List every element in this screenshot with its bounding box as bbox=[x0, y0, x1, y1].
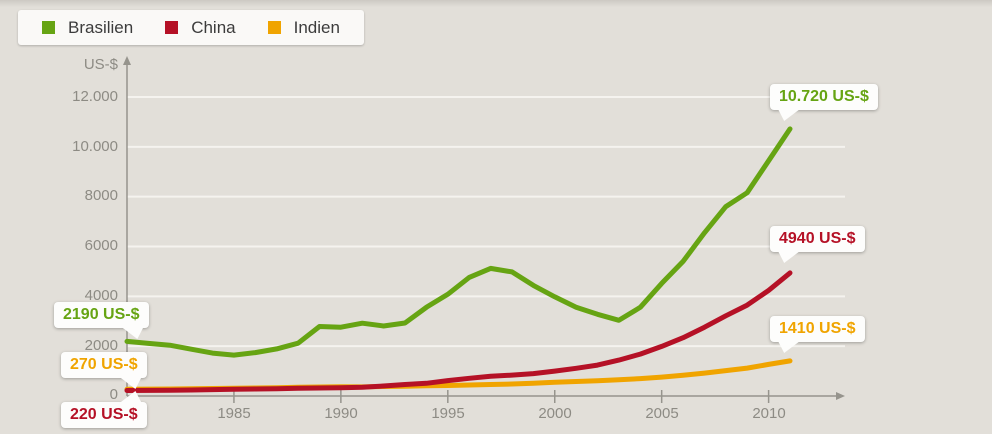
callout-label: 270 US-$ bbox=[70, 356, 138, 373]
x-tick-label: 2000 bbox=[538, 405, 572, 422]
callout-brasilien-end: 10.720 US-$ bbox=[770, 84, 878, 121]
legend-item-brasilien[interactable]: Brasilien bbox=[42, 18, 133, 38]
x-tick-label: 2010 bbox=[752, 405, 786, 422]
y-tick-label: 0 bbox=[109, 386, 118, 403]
legend-swatch-indien bbox=[267, 21, 281, 34]
callout-label: 10.720 US-$ bbox=[779, 88, 869, 105]
callout-china-end: 4940 US-$ bbox=[770, 226, 865, 263]
x-tick-label: 1995 bbox=[431, 405, 465, 422]
y-tick-label: 8000 bbox=[84, 187, 118, 204]
callout-label: 2190 US-$ bbox=[63, 306, 140, 323]
legend-item-indien[interactable]: Indien bbox=[267, 17, 340, 38]
legend: Brasilien China Indien bbox=[18, 10, 364, 45]
series-line-indien bbox=[124, 358, 793, 392]
callout-label: 1410 US-$ bbox=[779, 320, 856, 337]
y-axis-title: US-$ bbox=[83, 56, 118, 73]
y-tick-label: 2000 bbox=[84, 337, 118, 354]
x-tick-label: 1985 bbox=[217, 405, 251, 422]
legend-item-china[interactable]: China bbox=[165, 17, 236, 38]
x-tick-label: 2005 bbox=[645, 405, 679, 422]
callout-china-start: 220 US-$ bbox=[61, 391, 147, 428]
y-tick-label: 12.000 bbox=[72, 88, 118, 105]
legend-swatch-brasilien bbox=[42, 21, 55, 34]
callout-indien-start: 270 US-$ bbox=[61, 352, 147, 389]
legend-label-indien: Indien bbox=[293, 17, 340, 37]
y-tick-label: 6000 bbox=[84, 237, 118, 254]
y-tick-label: 4000 bbox=[84, 287, 118, 304]
legend-label-china: China bbox=[191, 17, 236, 37]
y-tick-label: 10.000 bbox=[72, 138, 118, 155]
series-line-china bbox=[124, 270, 793, 393]
legend-label-brasilien: Brasilien bbox=[68, 17, 134, 37]
callout-brasilien-start: 2190 US-$ bbox=[54, 302, 149, 339]
callout-indien-end: 1410 US-$ bbox=[770, 316, 865, 353]
x-axis-arrow-icon bbox=[836, 392, 845, 400]
callout-label: 4940 US-$ bbox=[779, 230, 856, 247]
legend-swatch-china bbox=[165, 21, 179, 34]
series-line-brasilien bbox=[124, 126, 793, 358]
x-tick-label: 1990 bbox=[324, 405, 358, 422]
callout-label: 220 US-$ bbox=[70, 406, 138, 423]
y-axis-arrow-icon bbox=[123, 56, 131, 65]
